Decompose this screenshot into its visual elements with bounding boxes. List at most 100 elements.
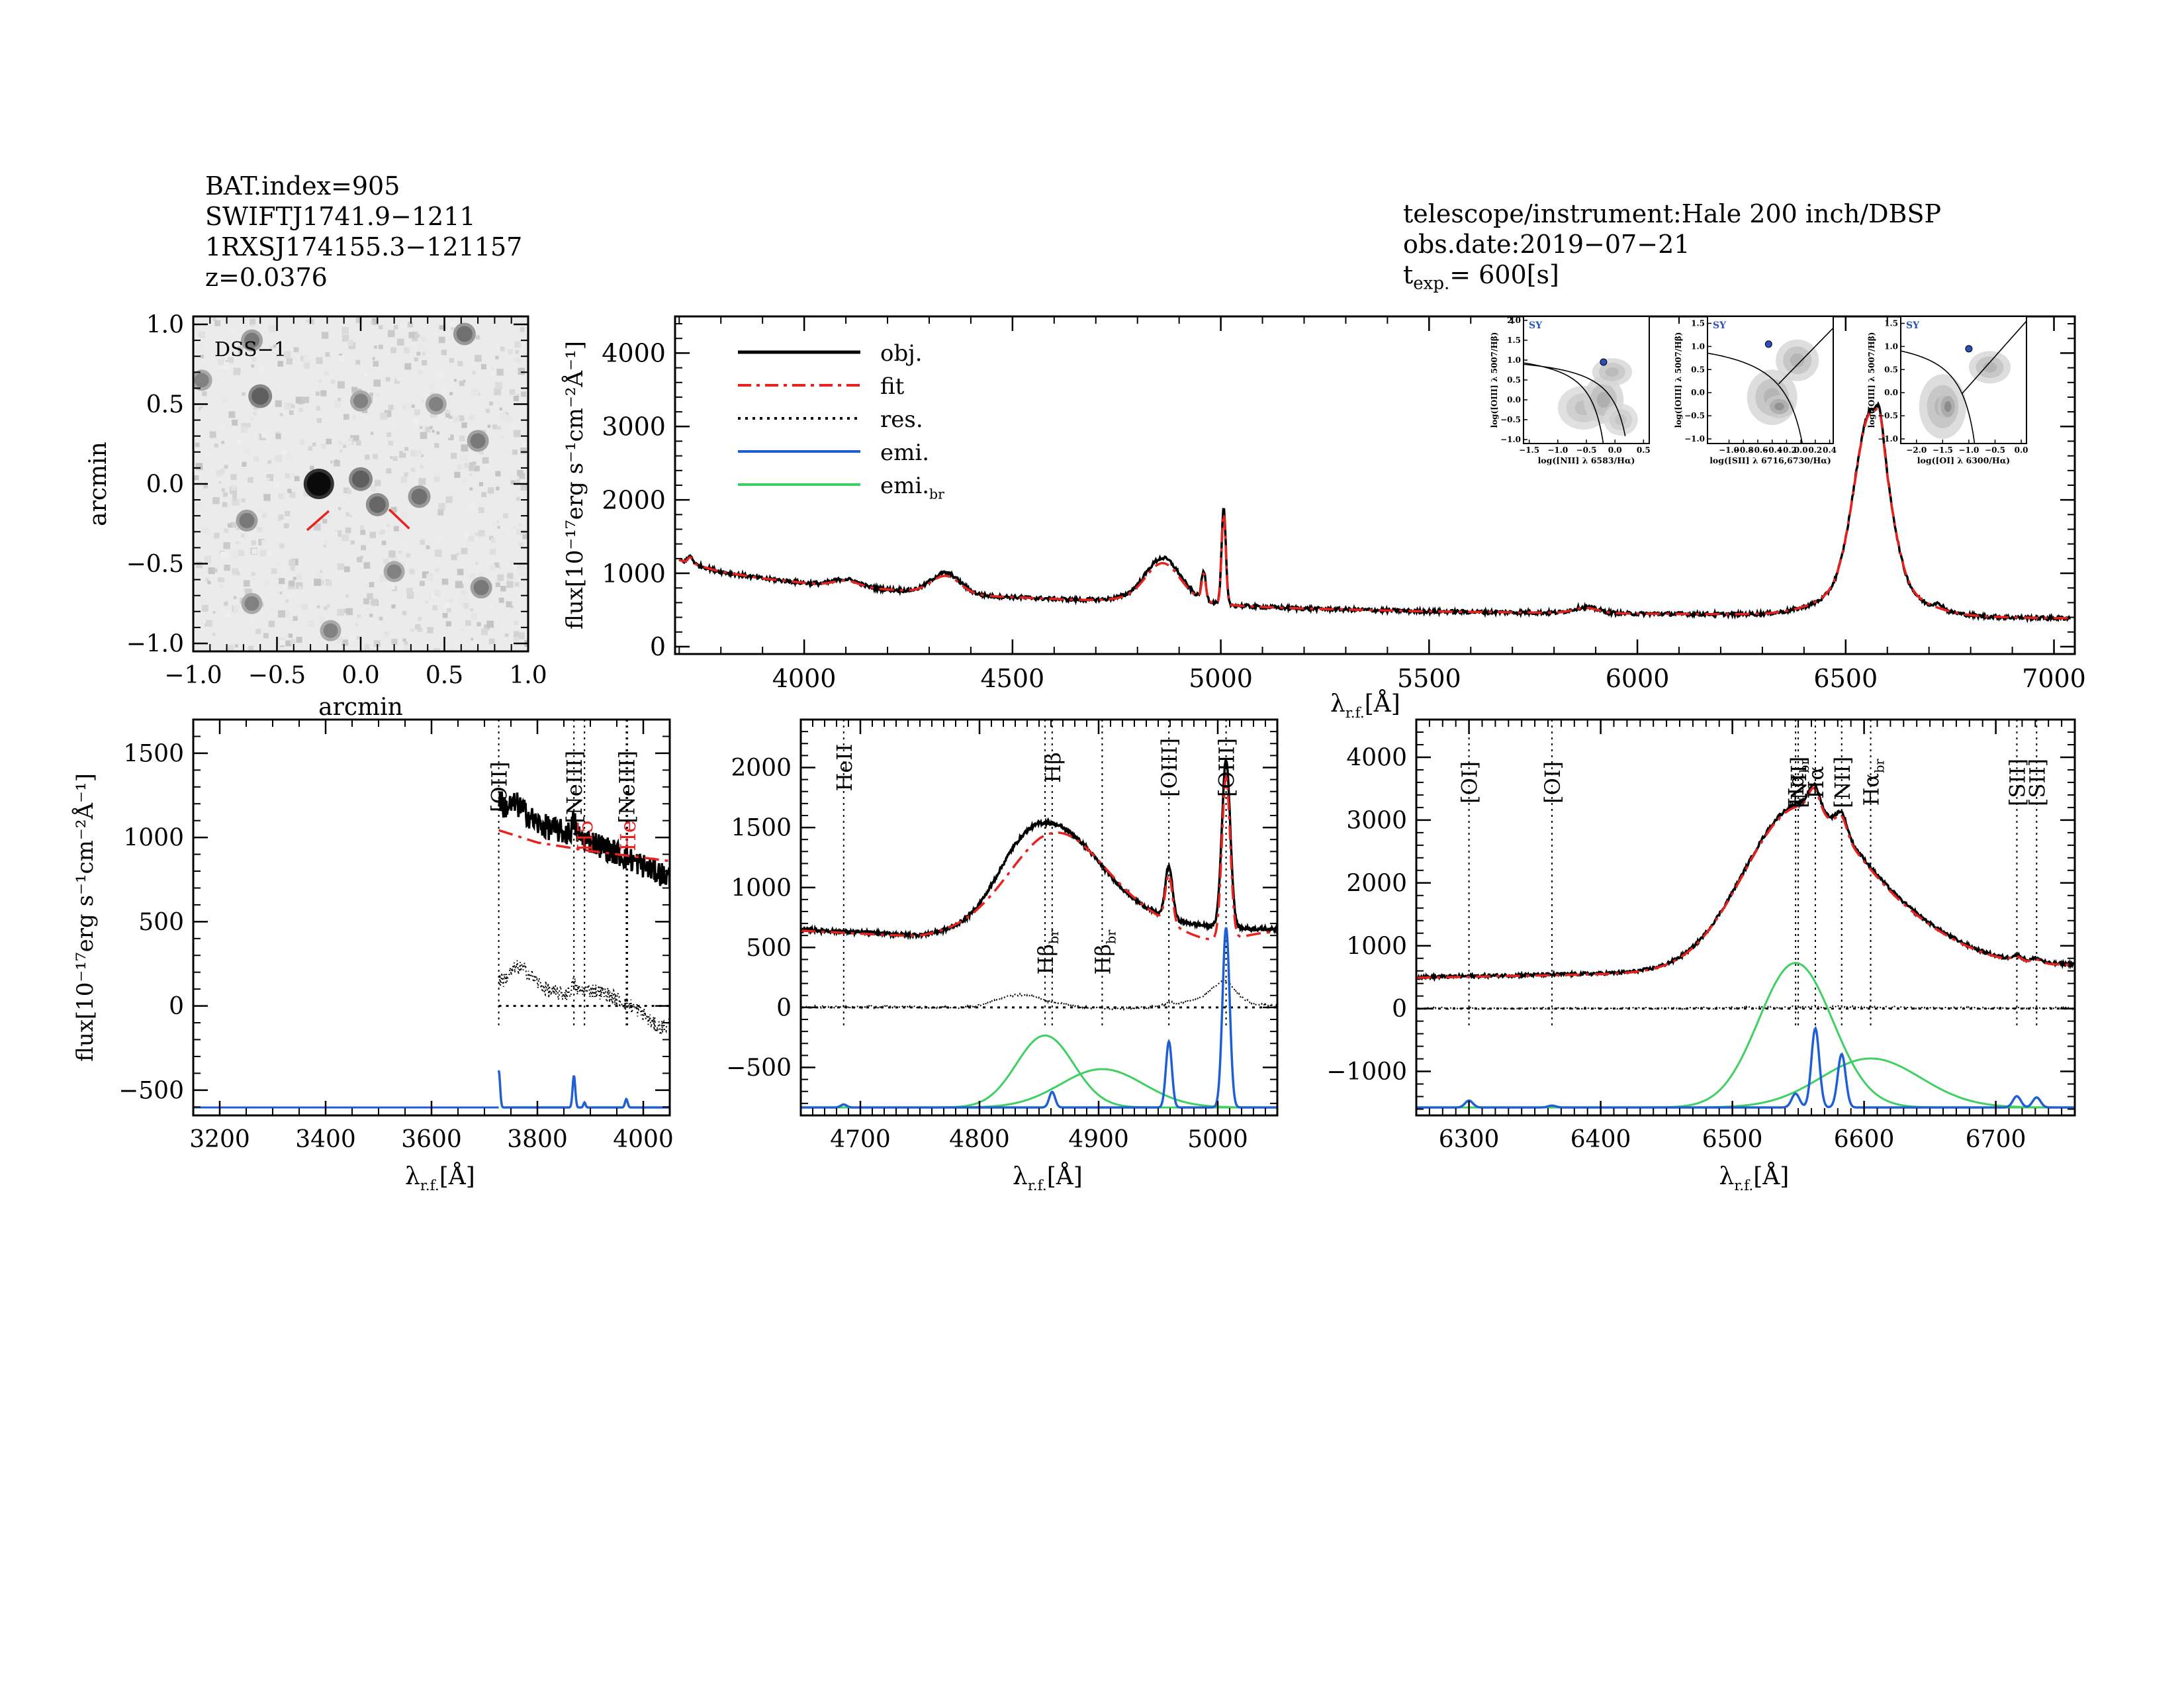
noise-pixel (251, 540, 256, 545)
bpt-y-tick-label: 1.5 (1884, 318, 1898, 328)
noise-pixel (475, 561, 478, 565)
noise-pixel (514, 357, 521, 364)
noise-pixel (471, 637, 474, 641)
noise-pixel (263, 494, 271, 501)
noise-pixel (220, 578, 225, 583)
noise-pixel (402, 638, 406, 642)
noise-pixel (514, 631, 520, 637)
x-tick-label: 5000 (1189, 664, 1253, 693)
noise-pixel (503, 532, 506, 535)
noise-pixel (420, 336, 426, 342)
noise-pixel (345, 594, 349, 598)
line-label: Hα (1803, 766, 1829, 799)
noise-pixel (301, 604, 308, 610)
y-tick-label: −500 (118, 1077, 184, 1104)
bpt-x-tick-label: −0.5 (1985, 445, 2005, 455)
noise-pixel (489, 371, 495, 377)
bpt-x-tick-label: −2.0 (1906, 445, 1927, 455)
noise-pixel (316, 391, 320, 396)
noise-pixel (388, 404, 394, 410)
noise-pixel (289, 580, 295, 586)
noise-pixel (279, 543, 285, 549)
noise-pixel (363, 598, 370, 604)
star-source (244, 596, 259, 611)
noise-pixel (510, 375, 515, 381)
noise-pixel (478, 449, 484, 455)
x-tick-label: 6300 (1439, 1126, 1500, 1153)
noise-pixel (287, 453, 294, 460)
noise-pixel (334, 400, 341, 408)
noise-pixel (434, 472, 440, 477)
noise-pixel (416, 352, 421, 356)
bpt-x-tick-label: −1.0 (1958, 445, 1979, 455)
noise-pixel (373, 361, 379, 367)
y-axis-title: flux[10⁻¹⁷erg s⁻¹cm⁻²Å⁻¹] (561, 341, 588, 630)
noise-pixel (512, 563, 517, 569)
noise-pixel (432, 430, 435, 433)
y-tick-label: 2000 (731, 755, 792, 782)
star-source (470, 433, 486, 449)
noise-pixel (360, 530, 366, 536)
noise-pixel (420, 539, 425, 545)
line-label: [OI] (1540, 761, 1565, 804)
noise-pixel (251, 417, 254, 421)
obj-spectrum-line (678, 401, 2071, 624)
legend-label-emi: emi. (880, 440, 929, 466)
noise-pixel (199, 346, 205, 352)
x-tick-label: 4900 (1068, 1126, 1129, 1153)
noise-pixel (345, 527, 351, 534)
noise-pixel (221, 441, 224, 444)
noise-pixel (259, 549, 267, 557)
noise-pixel (230, 522, 237, 528)
noise-pixel (200, 354, 205, 359)
noise-pixel (302, 397, 310, 403)
noise-pixel (468, 536, 475, 541)
noise-pixel (478, 507, 484, 514)
noise-pixel (268, 325, 276, 333)
y-tick-label: 2000 (602, 485, 666, 514)
noise-pixel (222, 398, 228, 403)
noise-pixel (422, 352, 426, 355)
bpt-x-tick-label: −0.6 (1748, 445, 1768, 455)
noise-pixel (391, 638, 398, 645)
noise-pixel (214, 425, 220, 432)
noise-pixel (261, 539, 267, 546)
noise-pixel (348, 441, 351, 444)
noise-pixel (513, 635, 520, 642)
noise-pixel (512, 423, 516, 428)
noise-pixel (296, 582, 303, 589)
bpt-x-axis-title: log([OI] λ 6300/Hα) (1917, 455, 2010, 465)
noise-pixel (267, 460, 272, 464)
noise-pixel (372, 357, 375, 360)
noise-pixel (510, 480, 516, 485)
noise-pixel (343, 487, 349, 494)
noise-pixel (430, 593, 437, 600)
star-source (352, 470, 369, 488)
noise-pixel (230, 328, 234, 332)
noise-pixel (223, 541, 230, 549)
x-tick-label: 6500 (1702, 1126, 1763, 1153)
bpt-background (1901, 316, 2026, 444)
exposure-time: texp.= 600[s] (1403, 260, 1559, 294)
full-spectrum-panel: 4000 4500 5000 5500 6000 6500 7000 0 1000 2000 300… (561, 315, 2086, 722)
noise-pixel (520, 582, 527, 588)
noise-pixel (281, 449, 287, 455)
noise-pixel (391, 604, 396, 609)
noise-pixel (398, 408, 402, 412)
noise-pixel (318, 617, 326, 624)
noise-pixel (427, 627, 433, 633)
y-tick-label: 1.0 (146, 312, 184, 339)
noise-pixel (404, 403, 412, 411)
noise-pixel (463, 379, 466, 383)
noise-pixel (388, 440, 393, 446)
noise-pixel (492, 424, 498, 430)
noise-pixel (212, 496, 220, 504)
noise-pixel (499, 407, 503, 411)
line-label: Hβ (1040, 752, 1066, 782)
noise-pixel (325, 352, 330, 357)
noise-pixel (303, 490, 310, 497)
noise-pixel (433, 648, 440, 651)
noise-pixel (417, 344, 423, 350)
line-label: HeII (832, 743, 857, 791)
noise-pixel (343, 613, 347, 617)
